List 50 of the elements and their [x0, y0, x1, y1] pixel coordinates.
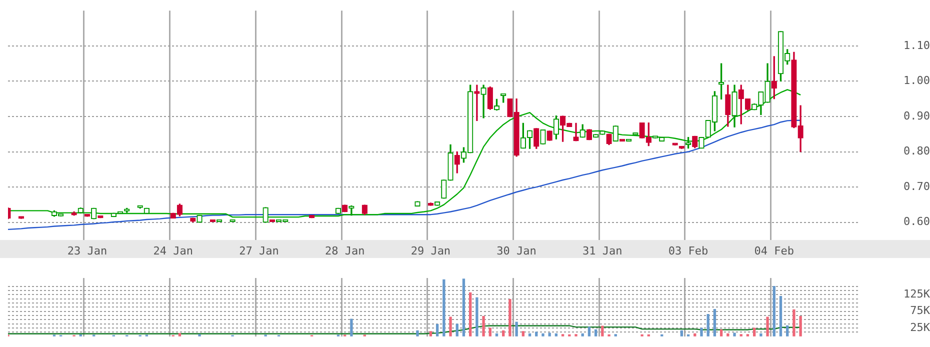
candlestick: [474, 84, 480, 122]
y-tick-label: 0.90: [904, 109, 930, 122]
bar: [462, 278, 466, 336]
x-tick-label: 04 Feb: [754, 244, 794, 258]
x-tick-label: 31 Jan: [582, 244, 622, 258]
bar: [515, 322, 518, 336]
bar: [468, 292, 472, 336]
bar: [700, 328, 703, 336]
y-tick-label: 25K: [910, 320, 930, 334]
x-tick-label: 24 Jan: [153, 244, 193, 258]
bar: [792, 309, 796, 336]
y-tick-label: 0.60: [904, 215, 930, 228]
y-tick-label: 1.10: [904, 38, 930, 52]
bar: [476, 297, 478, 336]
bar: [456, 324, 458, 336]
x-tick-label: 28 Jan: [324, 244, 365, 258]
x-tick-label: 29 Jan: [410, 244, 451, 258]
bar: [766, 316, 769, 336]
candlestick: [480, 84, 486, 118]
bar: [508, 299, 512, 336]
y-tick-label: 125K: [904, 288, 930, 301]
bar: [786, 325, 789, 336]
y-tick-label: 0.70: [904, 180, 930, 193]
bar: [548, 332, 551, 336]
bar: [779, 296, 782, 336]
bar: [772, 286, 776, 336]
bar: [706, 314, 710, 336]
bar: [733, 332, 736, 336]
bar: [760, 333, 762, 336]
bar: [350, 318, 353, 336]
bar: [752, 328, 756, 336]
x-tick-label: 23 Jan: [67, 244, 108, 258]
y-tick-label: 75K: [910, 304, 930, 318]
bar: [416, 330, 419, 336]
x-tick-label: 27 Jan: [239, 244, 279, 258]
bar: [542, 333, 544, 336]
bar: [601, 326, 604, 336]
y-tick-label: 1.00: [904, 74, 930, 88]
bar: [799, 316, 802, 336]
bar: [442, 279, 446, 336]
x-tick-label: 03 Feb: [668, 244, 708, 258]
bar: [488, 328, 492, 336]
y-tick-label: 0.80: [904, 144, 930, 158]
bar: [535, 332, 538, 336]
bar: [436, 324, 439, 336]
x-tick-label: 30 Jan: [496, 244, 536, 258]
bar: [588, 326, 591, 336]
bar: [482, 316, 485, 336]
bar: [449, 316, 452, 336]
bar: [713, 309, 716, 336]
